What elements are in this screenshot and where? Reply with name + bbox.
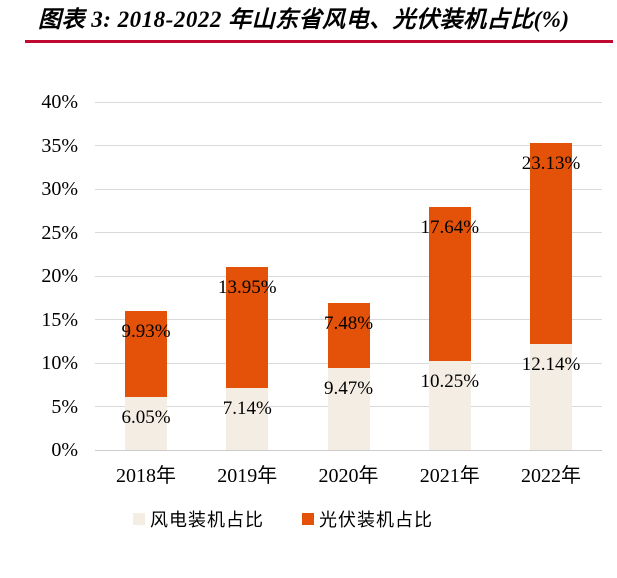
solar-data-label-2018年: 9.93% [121, 320, 171, 342]
bar-2019年-wind-segment [226, 387, 269, 450]
solar-data-label-2019年: 13.95% [217, 276, 277, 298]
wind-data-label-2019年: 7.14% [222, 397, 272, 419]
bar-2021年-solar-segment [428, 207, 471, 361]
gridline-40% [95, 101, 602, 103]
wind-data-label-2021年: 10.25% [420, 370, 480, 392]
gridline-25% [95, 232, 602, 233]
wind-data-label-2020年: 9.47% [323, 377, 374, 399]
y-tick-label-35%: 35% [41, 134, 78, 157]
x-tick-label-2019年: 2019年 [217, 465, 278, 487]
legend-item-solar: 光伏装机占比 [302, 506, 433, 532]
wind-legend-label: 风电装机占比 [150, 510, 264, 530]
gridline-20% [95, 275, 602, 277]
solar-data-label-2022年: 23.13% [521, 153, 581, 175]
y-tick-label-15%: 15% [41, 308, 78, 331]
x-tick-label-2020年: 2020年 [318, 465, 379, 487]
legend-item-wind: 风电装机占比 [133, 506, 264, 532]
y-tick-label-20%: 20% [41, 265, 78, 287]
solar-legend-swatch [302, 513, 314, 525]
solar-data-label-2020年: 7.48% [323, 312, 374, 334]
gridline-30% [95, 188, 602, 190]
y-tick-label-30%: 30% [41, 178, 78, 200]
x-tick-label-2022年: 2022年 [521, 465, 581, 487]
bar-2022年-solar-segment [530, 143, 572, 345]
bar-2020年-wind-segment [327, 367, 370, 450]
y-tick-label-10%: 10% [41, 352, 78, 374]
y-tick-label-0%: 0% [51, 439, 78, 461]
bar-2020年-solar-segment [327, 302, 370, 368]
bar-2021年-wind-segment [428, 360, 471, 450]
title-underline-rule [25, 40, 613, 43]
bar-2019年-solar-segment [226, 266, 269, 388]
x-tick-label-2018年: 2018年 [116, 465, 176, 487]
solar-data-label-2021年: 17.64% [420, 217, 480, 239]
wind-data-label-2018年: 6.05% [121, 407, 171, 429]
y-tick-label-5%: 5% [51, 395, 78, 418]
x-tick-label-2021年: 2021年 [419, 465, 480, 487]
wind-data-label-2022年: 12.14% [521, 354, 581, 376]
chart-title: 图表 3: 2018-2022 年山东省风电、光伏装机占比(%) [38, 7, 570, 32]
bar-2018年-solar-segment [125, 310, 167, 398]
y-tick-label-25%: 25% [41, 221, 78, 244]
y-tick-label-40%: 40% [41, 91, 78, 113]
bar-2018年-wind-segment [125, 397, 167, 450]
solar-legend-label: 光伏装机占比 [319, 510, 433, 530]
x-axis-line [95, 449, 602, 451]
wind-legend-swatch [133, 513, 145, 525]
bar-2022年-wind-segment [530, 344, 572, 450]
chart-legend: 风电装机占比 光伏装机占比 [133, 506, 433, 532]
gridline-35% [95, 145, 602, 146]
